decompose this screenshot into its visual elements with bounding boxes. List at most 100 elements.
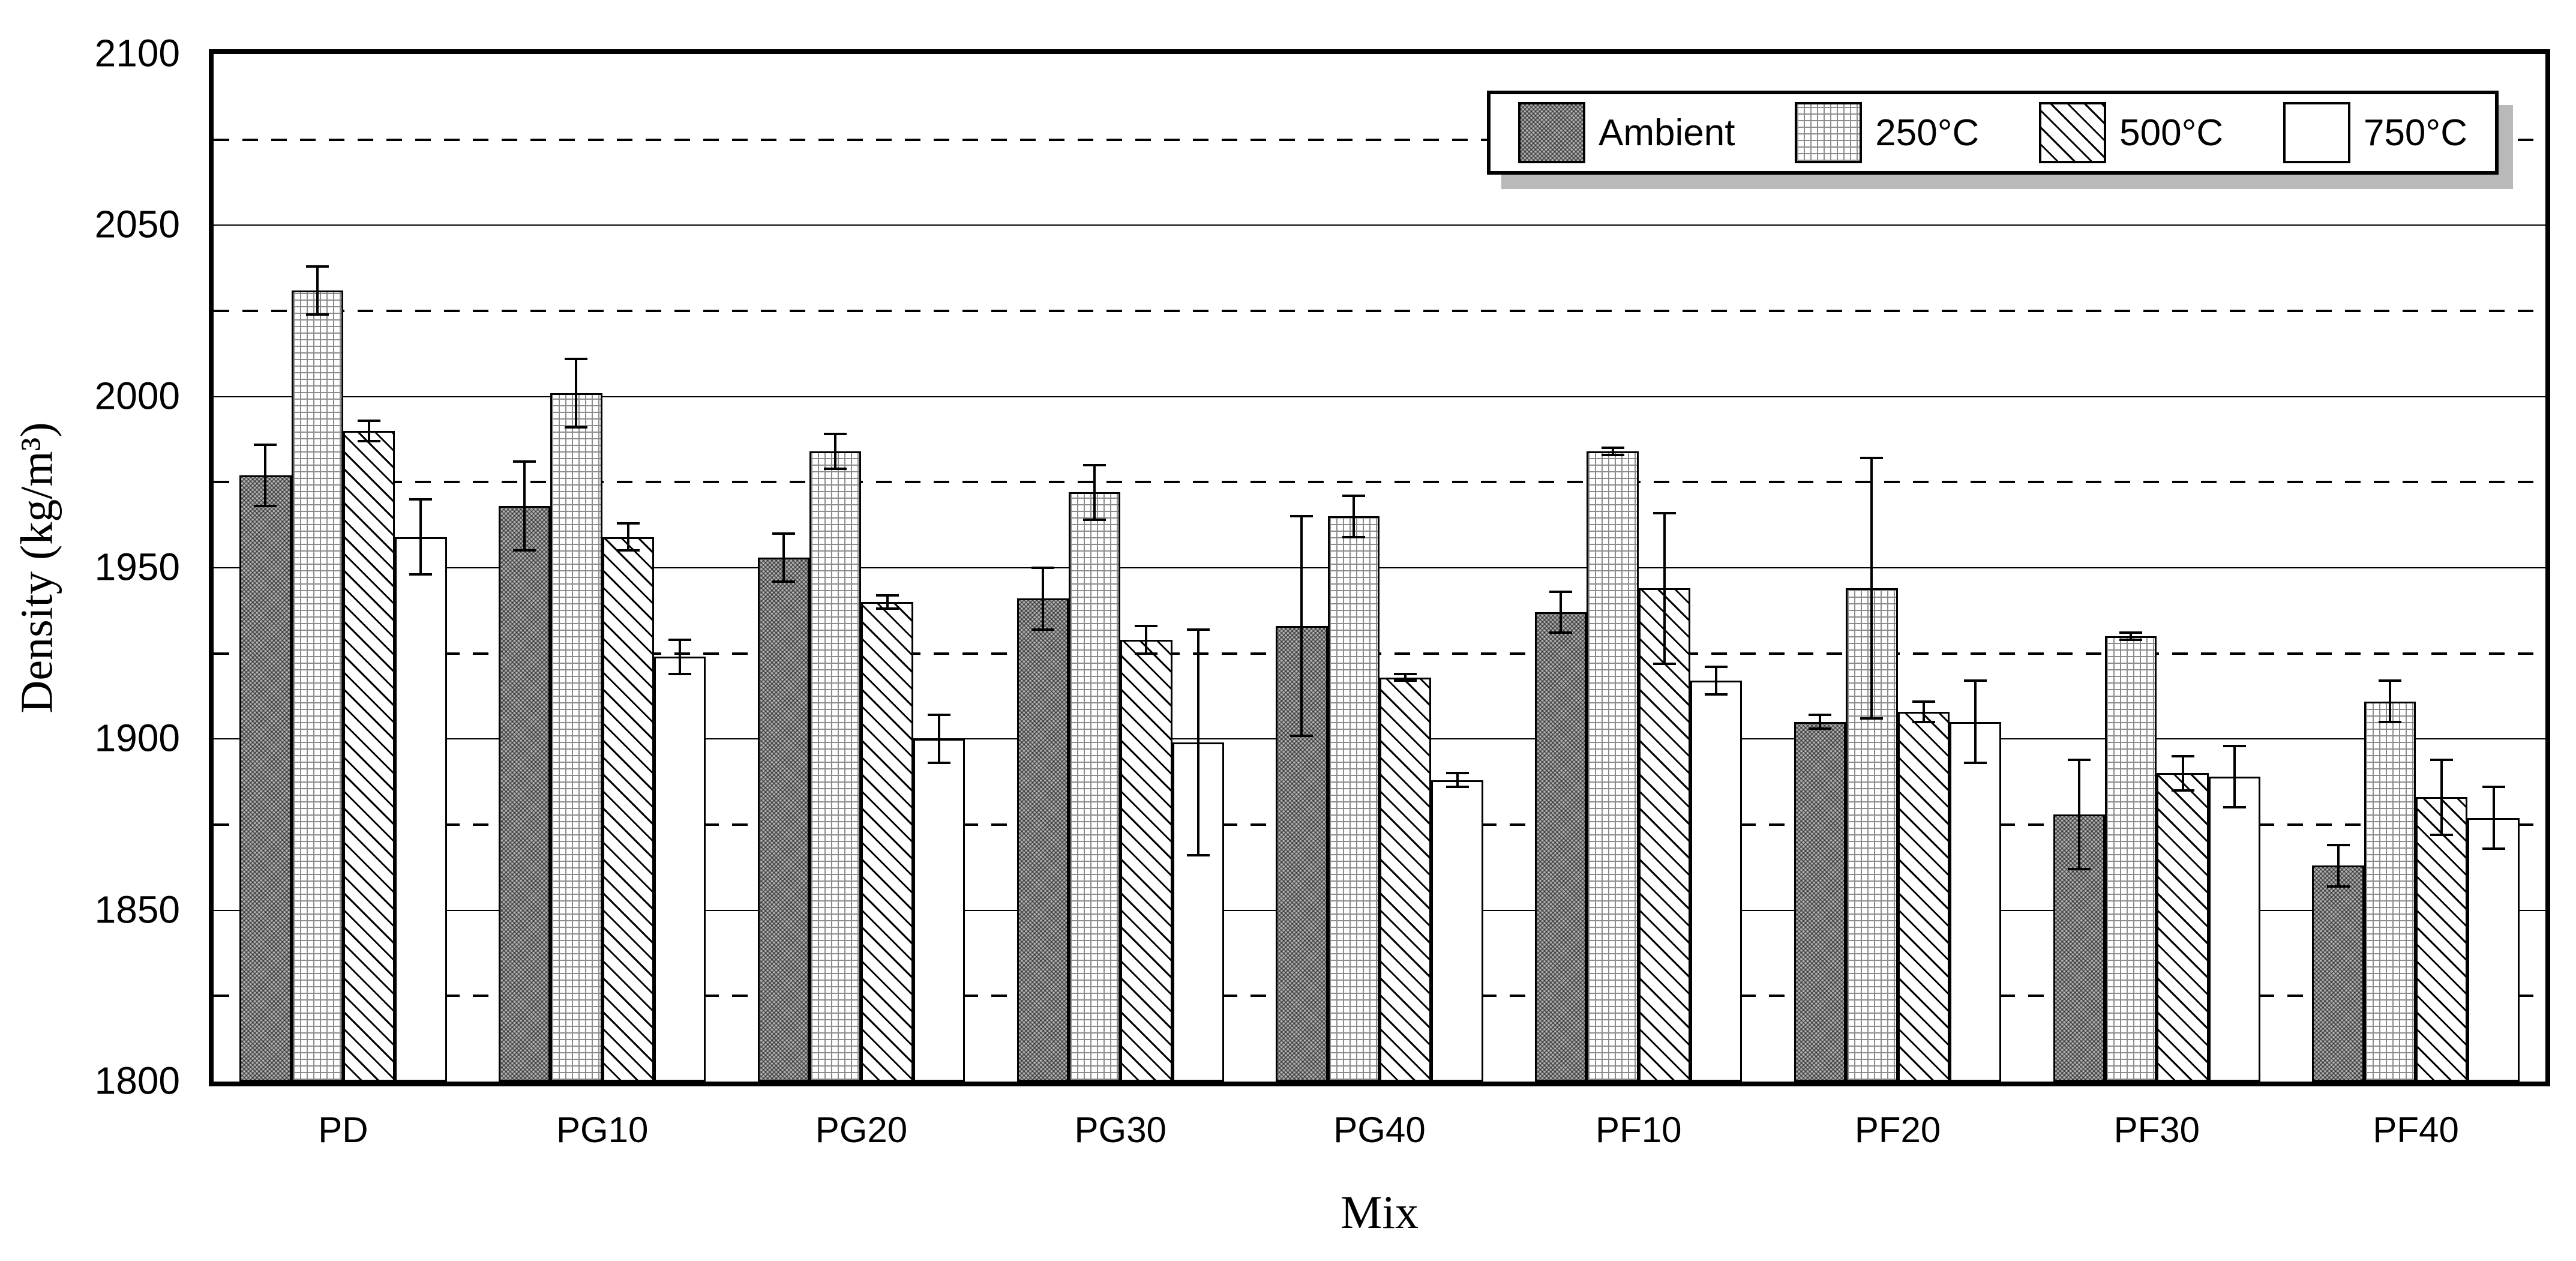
gridline-dashed-2025 <box>214 310 2545 312</box>
error-bar-cap-bottom-PG10-Ambient <box>513 549 536 552</box>
error-bar-stem-PG20-500°C <box>886 595 889 609</box>
error-bar-stem-PG30-250°C <box>1093 465 1096 520</box>
error-bar-stem-PD-250°C <box>316 266 319 314</box>
bar-PF40-Ambient <box>2312 865 2364 1082</box>
error-bar-cap-bottom-PF10-750°C <box>1705 693 1728 696</box>
error-bar-cap-bottom-PG20-750°C <box>927 762 950 765</box>
gridline-dashed-2075 <box>214 138 2545 141</box>
error-bar-cap-bottom-PF20-Ambient <box>1809 727 1832 730</box>
error-bar-stem-PF40-500°C <box>2440 759 2443 835</box>
error-bar-stem-PG40-250°C <box>1352 496 1355 537</box>
error-bar-stem-PF10-250°C <box>1611 448 1614 455</box>
error-bar-cap-bottom-PF30-750°C <box>2223 806 2246 809</box>
error-bar-stem-PD-500°C <box>368 420 371 441</box>
y-tick-label: 1900 <box>94 716 180 760</box>
error-bar-cap-bottom-PF30-Ambient <box>2067 868 2091 871</box>
error-bar-stem-PG20-750°C <box>937 715 940 763</box>
error-bar-stem-PF10-Ambient <box>1560 591 1563 633</box>
error-bar-cap-top-PG30-750°C <box>1186 628 1210 631</box>
bar-PF20-500°C <box>1897 711 1950 1082</box>
bar-PG40-250°C <box>1327 516 1380 1082</box>
bar-PG20-750°C <box>913 739 965 1082</box>
error-bar-cap-top-PG10-250°C <box>565 357 588 360</box>
error-bar-cap-top-PG30-Ambient <box>1031 567 1054 569</box>
bar-PD-750°C <box>395 537 447 1082</box>
bar-PG10-500°C <box>602 537 654 1082</box>
bar-PG40-750°C <box>1431 780 1483 1082</box>
error-bar-cap-bottom-PD-Ambient <box>254 505 277 508</box>
bar-PG10-Ambient <box>498 506 551 1082</box>
x-axis-title: Mix <box>1340 1186 1419 1238</box>
error-bar-stem-PG40-Ambient <box>1300 516 1303 736</box>
error-bar-cap-bottom-PG10-250°C <box>565 426 588 429</box>
y-tick-label: 2100 <box>94 31 180 75</box>
x-tick-label-PG40: PG40 <box>1333 1110 1426 1150</box>
error-bar-cap-bottom-PF30-250°C <box>2119 638 2143 641</box>
error-bar-stem-PG10-500°C <box>626 523 629 551</box>
bar-PF20-Ambient <box>1794 721 1846 1082</box>
legend-swatch-750c <box>2283 102 2350 163</box>
legend-item-250c: 250°C <box>1795 102 1979 163</box>
bar-PG30-250°C <box>1068 492 1121 1082</box>
error-bar-stem-PF10-750°C <box>1715 667 1718 695</box>
error-bar-cap-bottom-PG30-500°C <box>1135 652 1158 655</box>
legend-item-750c: 750°C <box>2283 102 2467 163</box>
error-bar-cap-top-PF10-250°C <box>1601 447 1624 450</box>
error-bar-cap-bottom-PF20-250°C <box>1860 717 1884 720</box>
bar-PG10-750°C <box>654 657 706 1082</box>
error-bar-cap-bottom-PG30-Ambient <box>1031 628 1054 631</box>
bar-PF30-750°C <box>2208 777 2261 1082</box>
error-bar-cap-bottom-PG40-250°C <box>1342 535 1365 538</box>
bar-PG20-250°C <box>809 451 862 1082</box>
bar-PF30-Ambient <box>2053 814 2105 1082</box>
error-bar-cap-top-PF40-250°C <box>2378 679 2401 682</box>
legend-swatch-ambient <box>1518 102 1585 163</box>
error-bar-cap-bottom-PG10-750°C <box>668 672 692 675</box>
error-bar-cap-bottom-PF20-500°C <box>1912 720 1935 723</box>
error-bar-cap-bottom-PF40-750°C <box>2482 847 2505 850</box>
y-tick-label: 1950 <box>94 545 180 589</box>
error-bar-cap-top-PF10-Ambient <box>1549 590 1573 593</box>
bar-PF10-250°C <box>1587 451 1639 1082</box>
error-bar-cap-bottom-PF20-750°C <box>1964 762 1987 765</box>
error-bar-cap-top-PG30-250°C <box>1083 463 1106 466</box>
bar-PF30-500°C <box>2157 773 2209 1082</box>
x-tick-label-PF10: PF10 <box>1596 1110 1682 1150</box>
legend-label: 250°C <box>1875 112 1980 154</box>
error-bar-stem-PF30-750°C <box>2233 745 2236 808</box>
error-bar-cap-top-PF30-750°C <box>2223 744 2246 747</box>
error-bar-cap-top-PF10-750°C <box>1705 666 1728 669</box>
error-bar-cap-top-PG30-500°C <box>1135 625 1158 627</box>
error-bar-cap-top-PG10-Ambient <box>513 460 536 463</box>
bar-PG20-500°C <box>861 602 913 1082</box>
legend-item-ambient: Ambient <box>1518 102 1735 163</box>
error-bar-cap-bottom-PF10-250°C <box>1601 453 1624 456</box>
legend-item-500c: 500°C <box>2039 102 2223 163</box>
error-bar-cap-top-PF20-Ambient <box>1809 714 1832 717</box>
error-bar-cap-top-PF40-500°C <box>2430 758 2454 761</box>
error-bar-cap-bottom-PG40-500°C <box>1394 679 1417 682</box>
error-bar-cap-top-PG40-250°C <box>1342 495 1365 498</box>
x-tick-label-PF20: PF20 <box>1854 1110 1941 1150</box>
bar-PF10-Ambient <box>1535 612 1587 1082</box>
error-bar-cap-top-PF30-250°C <box>2119 631 2143 634</box>
error-bar-cap-top-PF40-750°C <box>2482 786 2505 789</box>
error-bar-cap-top-PF40-Ambient <box>2326 844 2350 847</box>
error-bar-stem-PF30-250°C <box>2130 633 2133 640</box>
bar-PG30-Ambient <box>1016 598 1069 1082</box>
error-bar-stem-PF20-500°C <box>1922 701 1925 722</box>
error-bar-cap-bottom-PG30-750°C <box>1186 854 1210 857</box>
error-bar-stem-PG10-Ambient <box>523 462 526 551</box>
error-bar-cap-top-PG40-500°C <box>1394 672 1417 675</box>
error-bar-cap-top-PG20-500°C <box>875 594 899 597</box>
bar-PF40-250°C <box>2364 701 2416 1082</box>
error-bar-cap-top-PF10-500°C <box>1653 511 1676 514</box>
error-bar-cap-bottom-PF10-500°C <box>1653 662 1676 665</box>
error-bar-cap-top-PD-250°C <box>305 265 329 268</box>
error-bar-cap-bottom-PG20-Ambient <box>772 580 795 583</box>
error-bar-cap-top-PF30-500°C <box>2171 754 2194 757</box>
legend-swatch-500c <box>2039 102 2107 163</box>
legend-label: 750°C <box>2363 112 2467 154</box>
bar-PF20-750°C <box>1949 721 2002 1082</box>
